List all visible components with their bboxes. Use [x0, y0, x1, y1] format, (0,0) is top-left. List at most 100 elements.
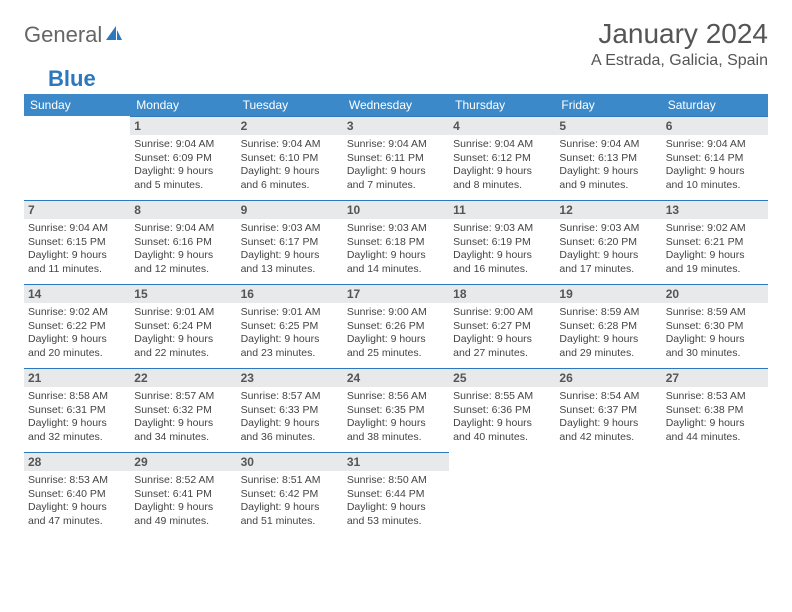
day-line: Sunset: 6:18 PM — [347, 236, 445, 250]
weekday-friday: Friday — [555, 94, 661, 116]
day-cell: 27Sunrise: 8:53 AMSunset: 6:38 PMDayligh… — [662, 368, 768, 452]
day-line: Sunrise: 9:04 AM — [347, 138, 445, 152]
day-body: Sunrise: 8:51 AMSunset: 6:42 PMDaylight:… — [237, 471, 343, 535]
day-cell: 15Sunrise: 9:01 AMSunset: 6:24 PMDayligh… — [130, 284, 236, 368]
day-cell: 24Sunrise: 8:56 AMSunset: 6:35 PMDayligh… — [343, 368, 449, 452]
day-line: Sunset: 6:19 PM — [453, 236, 551, 250]
day-number — [449, 452, 555, 471]
day-line: and 30 minutes. — [666, 347, 764, 361]
day-line: and 29 minutes. — [559, 347, 657, 361]
day-number: 1 — [130, 116, 236, 135]
day-body: Sunrise: 8:57 AMSunset: 6:32 PMDaylight:… — [130, 387, 236, 451]
day-number: 7 — [24, 200, 130, 219]
day-line: and 27 minutes. — [453, 347, 551, 361]
day-number: 30 — [237, 452, 343, 471]
weekday-tuesday: Tuesday — [237, 94, 343, 116]
day-body: Sunrise: 9:04 AMSunset: 6:16 PMDaylight:… — [130, 219, 236, 283]
day-line: and 40 minutes. — [453, 431, 551, 445]
day-line: Daylight: 9 hours — [241, 249, 339, 263]
day-line: Daylight: 9 hours — [347, 249, 445, 263]
day-number: 17 — [343, 284, 449, 303]
day-cell: 30Sunrise: 8:51 AMSunset: 6:42 PMDayligh… — [237, 452, 343, 536]
day-line: Sunrise: 9:01 AM — [134, 306, 232, 320]
day-body: Sunrise: 9:00 AMSunset: 6:26 PMDaylight:… — [343, 303, 449, 367]
day-line: and 49 minutes. — [134, 515, 232, 529]
day-line: Sunrise: 9:03 AM — [559, 222, 657, 236]
day-line: and 20 minutes. — [28, 347, 126, 361]
day-cell: 8Sunrise: 9:04 AMSunset: 6:16 PMDaylight… — [130, 200, 236, 284]
week-row: 1Sunrise: 9:04 AMSunset: 6:09 PMDaylight… — [24, 116, 768, 200]
day-line: Sunrise: 8:55 AM — [453, 390, 551, 404]
day-line: Daylight: 9 hours — [241, 165, 339, 179]
day-number: 25 — [449, 368, 555, 387]
day-line: and 34 minutes. — [134, 431, 232, 445]
day-line: and 19 minutes. — [666, 263, 764, 277]
day-line: Sunrise: 8:53 AM — [666, 390, 764, 404]
day-line: and 47 minutes. — [28, 515, 126, 529]
day-line: Sunset: 6:41 PM — [134, 488, 232, 502]
day-body — [662, 471, 768, 480]
day-body: Sunrise: 8:58 AMSunset: 6:31 PMDaylight:… — [24, 387, 130, 451]
day-line: Sunrise: 9:01 AM — [241, 306, 339, 320]
day-line: and 17 minutes. — [559, 263, 657, 277]
day-line: and 25 minutes. — [347, 347, 445, 361]
day-line: Daylight: 9 hours — [134, 165, 232, 179]
day-line: Sunrise: 8:57 AM — [241, 390, 339, 404]
day-line: Sunset: 6:33 PM — [241, 404, 339, 418]
day-cell: 4Sunrise: 9:04 AMSunset: 6:12 PMDaylight… — [449, 116, 555, 200]
day-body: Sunrise: 9:01 AMSunset: 6:25 PMDaylight:… — [237, 303, 343, 367]
day-cell: 23Sunrise: 8:57 AMSunset: 6:33 PMDayligh… — [237, 368, 343, 452]
day-body: Sunrise: 8:57 AMSunset: 6:33 PMDaylight:… — [237, 387, 343, 451]
week-row: 28Sunrise: 8:53 AMSunset: 6:40 PMDayligh… — [24, 452, 768, 536]
day-body: Sunrise: 9:03 AMSunset: 6:17 PMDaylight:… — [237, 219, 343, 283]
day-line: Sunrise: 9:04 AM — [666, 138, 764, 152]
day-body — [449, 471, 555, 480]
day-line: and 53 minutes. — [347, 515, 445, 529]
day-line: Sunset: 6:10 PM — [241, 152, 339, 166]
day-line: Sunrise: 9:03 AM — [453, 222, 551, 236]
weekday-monday: Monday — [130, 94, 236, 116]
day-line: Sunrise: 8:59 AM — [666, 306, 764, 320]
day-line: Sunset: 6:17 PM — [241, 236, 339, 250]
day-line: and 14 minutes. — [347, 263, 445, 277]
brand-part-2-wrap: General Blue — [24, 44, 768, 92]
day-number: 29 — [130, 452, 236, 471]
day-cell: 18Sunrise: 9:00 AMSunset: 6:27 PMDayligh… — [449, 284, 555, 368]
day-cell: 3Sunrise: 9:04 AMSunset: 6:11 PMDaylight… — [343, 116, 449, 200]
day-line: and 5 minutes. — [134, 179, 232, 193]
day-line: Sunset: 6:38 PM — [666, 404, 764, 418]
day-line: Sunrise: 9:04 AM — [241, 138, 339, 152]
day-line: Sunrise: 9:02 AM — [666, 222, 764, 236]
day-body: Sunrise: 8:54 AMSunset: 6:37 PMDaylight:… — [555, 387, 661, 451]
weekday-thursday: Thursday — [449, 94, 555, 116]
day-cell: 12Sunrise: 9:03 AMSunset: 6:20 PMDayligh… — [555, 200, 661, 284]
day-cell — [449, 452, 555, 536]
day-body: Sunrise: 9:04 AMSunset: 6:11 PMDaylight:… — [343, 135, 449, 199]
day-cell: 20Sunrise: 8:59 AMSunset: 6:30 PMDayligh… — [662, 284, 768, 368]
day-cell: 21Sunrise: 8:58 AMSunset: 6:31 PMDayligh… — [24, 368, 130, 452]
day-line: Daylight: 9 hours — [134, 501, 232, 515]
day-line: Sunset: 6:24 PM — [134, 320, 232, 334]
day-line: Daylight: 9 hours — [347, 417, 445, 431]
day-body: Sunrise: 8:59 AMSunset: 6:30 PMDaylight:… — [662, 303, 768, 367]
day-cell: 26Sunrise: 8:54 AMSunset: 6:37 PMDayligh… — [555, 368, 661, 452]
day-line: and 22 minutes. — [134, 347, 232, 361]
day-line: and 36 minutes. — [241, 431, 339, 445]
day-line: Daylight: 9 hours — [347, 501, 445, 515]
day-cell: 14Sunrise: 9:02 AMSunset: 6:22 PMDayligh… — [24, 284, 130, 368]
day-line: Daylight: 9 hours — [134, 417, 232, 431]
day-cell — [662, 452, 768, 536]
day-line: Sunset: 6:22 PM — [28, 320, 126, 334]
day-line: Daylight: 9 hours — [666, 417, 764, 431]
day-line: and 16 minutes. — [453, 263, 551, 277]
day-line: and 42 minutes. — [559, 431, 657, 445]
day-line: Daylight: 9 hours — [666, 165, 764, 179]
day-cell: 29Sunrise: 8:52 AMSunset: 6:41 PMDayligh… — [130, 452, 236, 536]
day-line: Daylight: 9 hours — [666, 333, 764, 347]
day-cell: 28Sunrise: 8:53 AMSunset: 6:40 PMDayligh… — [24, 452, 130, 536]
day-line: Daylight: 9 hours — [453, 165, 551, 179]
day-cell: 7Sunrise: 9:04 AMSunset: 6:15 PMDaylight… — [24, 200, 130, 284]
day-line: Daylight: 9 hours — [347, 165, 445, 179]
day-line: and 10 minutes. — [666, 179, 764, 193]
day-line: Sunset: 6:26 PM — [347, 320, 445, 334]
